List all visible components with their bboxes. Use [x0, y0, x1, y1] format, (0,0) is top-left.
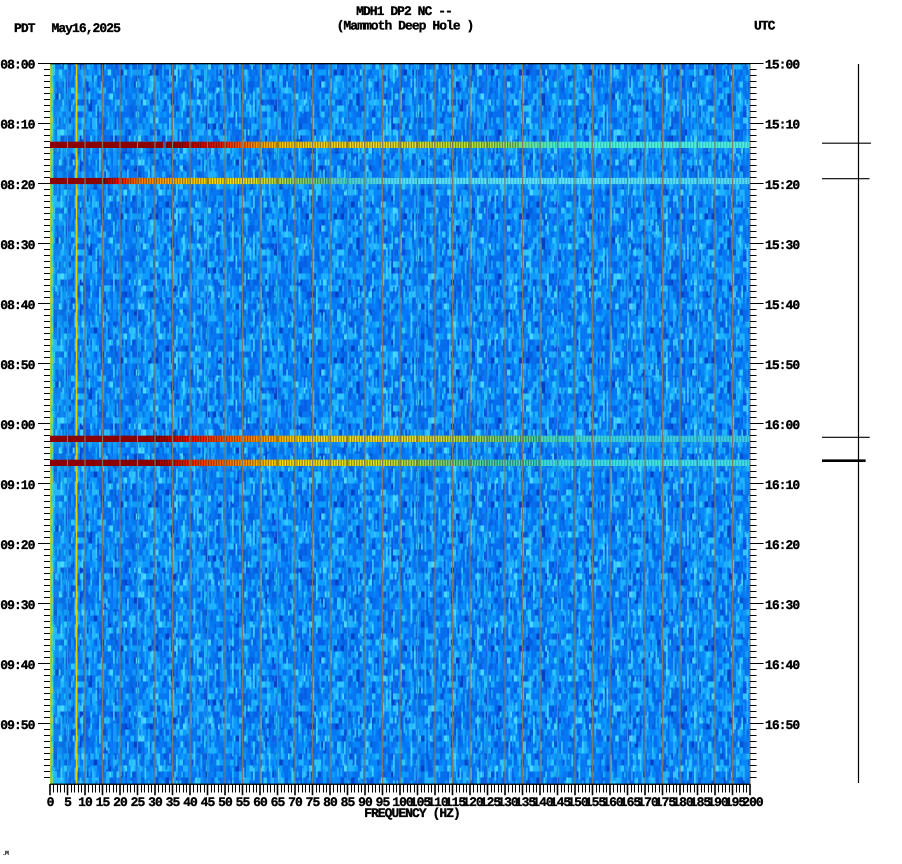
svg-text:185: 185: [690, 795, 712, 810]
svg-text:195: 195: [725, 795, 747, 810]
svg-text:70: 70: [288, 795, 303, 810]
svg-text:(Mammoth Deep Hole ): (Mammoth Deep Hole ): [337, 18, 474, 33]
svg-text:15:40: 15:40: [765, 298, 800, 313]
svg-text:08:10: 08:10: [0, 118, 35, 133]
svg-text:08:00: 08:00: [0, 58, 35, 73]
svg-text:09:50: 09:50: [0, 718, 35, 733]
svg-text:160: 160: [602, 795, 624, 810]
svg-text:09:40: 09:40: [0, 658, 35, 673]
svg-text:MDH1 DP2 NC --: MDH1 DP2 NC --: [356, 4, 452, 19]
svg-text:15:50: 15:50: [765, 358, 800, 373]
svg-text:110: 110: [427, 795, 449, 810]
svg-text:40: 40: [183, 795, 198, 810]
svg-text:09:00: 09:00: [0, 418, 35, 433]
svg-text:09:30: 09:30: [0, 598, 35, 613]
svg-text:80: 80: [323, 795, 338, 810]
svg-text:UTC: UTC: [754, 19, 776, 34]
svg-text:165: 165: [620, 795, 642, 810]
svg-text:08:30: 08:30: [0, 238, 35, 253]
svg-text:16:00: 16:00: [765, 418, 800, 433]
svg-text:135: 135: [515, 795, 537, 810]
svg-text:May16,2025: May16,2025: [52, 21, 122, 36]
svg-text:16:50: 16:50: [765, 718, 800, 733]
svg-text:125: 125: [480, 795, 502, 810]
svg-text:5: 5: [64, 795, 72, 810]
svg-text:.M: .M: [2, 850, 9, 857]
svg-text:30: 30: [148, 795, 163, 810]
svg-text:15:00: 15:00: [765, 58, 800, 73]
svg-text:150: 150: [567, 795, 589, 810]
svg-text:145: 145: [550, 795, 572, 810]
svg-text:75: 75: [306, 795, 321, 810]
svg-text:15:10: 15:10: [765, 118, 800, 133]
svg-text:115: 115: [445, 795, 467, 810]
svg-text:08:50: 08:50: [0, 358, 35, 373]
svg-text:60: 60: [253, 795, 268, 810]
svg-text:140: 140: [532, 795, 554, 810]
svg-text:10: 10: [78, 795, 93, 810]
svg-text:50: 50: [218, 795, 233, 810]
svg-text:20: 20: [113, 795, 128, 810]
svg-text:08:20: 08:20: [0, 178, 35, 193]
svg-text:08:40: 08:40: [0, 298, 35, 313]
svg-text:15:20: 15:20: [765, 178, 800, 193]
svg-text:35: 35: [166, 795, 181, 810]
svg-text:FREQUENCY (HZ): FREQUENCY (HZ): [364, 806, 460, 821]
svg-text:120: 120: [462, 795, 484, 810]
svg-text:16:30: 16:30: [765, 598, 800, 613]
svg-text:15:30: 15:30: [765, 238, 800, 253]
svg-text:09:10: 09:10: [0, 478, 35, 493]
svg-text:200: 200: [742, 795, 764, 810]
svg-text:105: 105: [410, 795, 432, 810]
svg-text:85: 85: [341, 795, 356, 810]
svg-text:65: 65: [271, 795, 286, 810]
svg-text:190: 190: [707, 795, 729, 810]
svg-text:16:20: 16:20: [765, 538, 800, 553]
svg-text:175: 175: [655, 795, 677, 810]
svg-text:25: 25: [131, 795, 146, 810]
svg-text:100: 100: [392, 795, 414, 810]
svg-text:170: 170: [637, 795, 659, 810]
svg-text:155: 155: [585, 795, 607, 810]
svg-text:15: 15: [96, 795, 111, 810]
svg-text:130: 130: [497, 795, 519, 810]
svg-text:16:10: 16:10: [765, 478, 800, 493]
svg-text:180: 180: [672, 795, 694, 810]
svg-text:45: 45: [201, 795, 216, 810]
svg-text:09:20: 09:20: [0, 538, 35, 553]
svg-text:90: 90: [358, 795, 373, 810]
svg-text:0: 0: [47, 795, 55, 810]
svg-text:PDT: PDT: [14, 21, 36, 36]
svg-text:55: 55: [236, 795, 251, 810]
svg-text:95: 95: [376, 795, 391, 810]
svg-text:16:40: 16:40: [765, 658, 800, 673]
